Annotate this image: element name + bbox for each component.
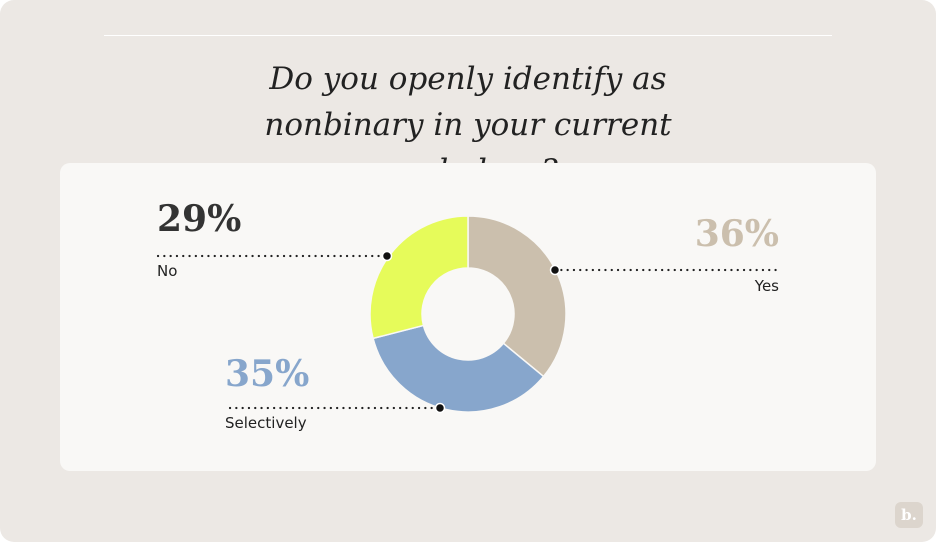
leader-dot — [434, 402, 446, 414]
divider — [104, 35, 832, 36]
value-label: 35% — [225, 353, 309, 395]
panel — [60, 163, 876, 471]
value-label: 36% — [695, 213, 779, 255]
value-label: 29% — [157, 198, 241, 240]
category-label: Yes — [754, 277, 779, 295]
donut-slice — [467, 215, 567, 378]
donut-slice — [369, 215, 469, 340]
category-label: No — [157, 262, 177, 280]
category-label: Selectively — [225, 414, 307, 432]
donut-slice — [372, 324, 545, 413]
chart-title: Do you openly identify as nonbinary in y… — [264, 61, 672, 189]
leader-dot — [381, 250, 393, 262]
logo: b. — [895, 502, 923, 528]
leader-dot — [549, 264, 561, 276]
